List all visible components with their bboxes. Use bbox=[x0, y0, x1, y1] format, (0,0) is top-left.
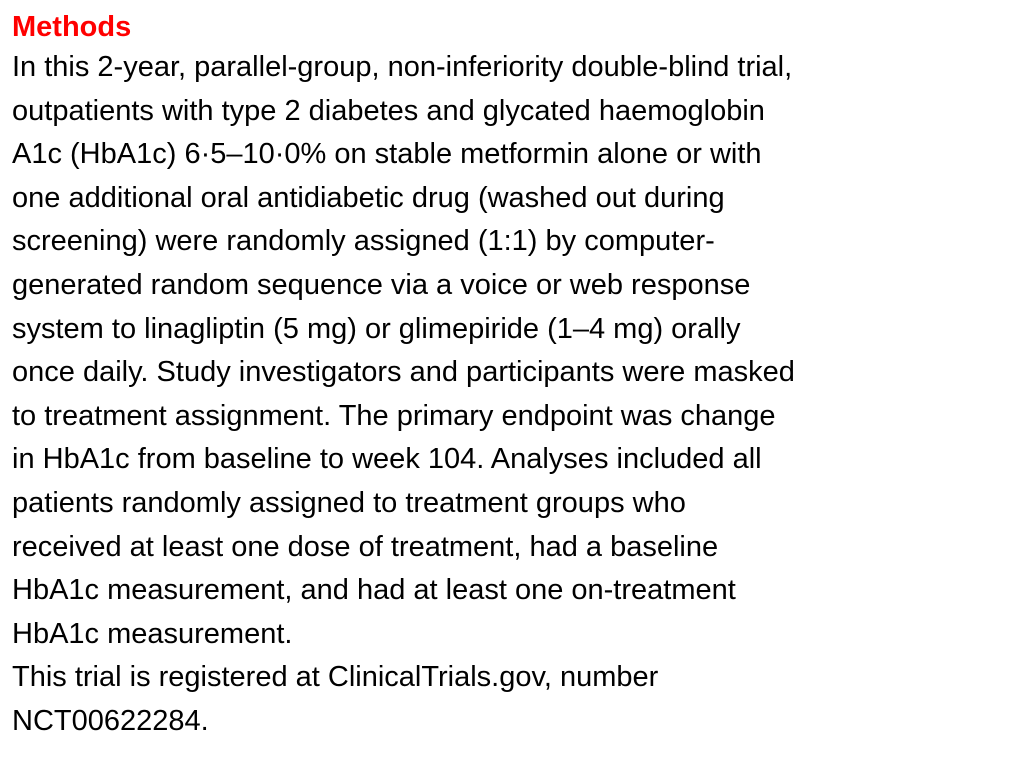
registration-line: NCT00622284. bbox=[12, 704, 209, 737]
paragraph-line: generated random sequence via a voice or… bbox=[12, 268, 751, 301]
registration-line: This trial is registered at ClinicalTria… bbox=[12, 661, 659, 694]
slide-content: Methods In this 2-year, parallel-group, … bbox=[12, 8, 1020, 744]
paragraph-line: HbA1c measurement. bbox=[12, 617, 293, 650]
methods-paragraph: In this 2-year, parallel-group, non-infe… bbox=[12, 46, 1020, 656]
paragraph-line: screening) were randomly assigned (1:1) … bbox=[12, 225, 715, 258]
paragraph-line: In this 2-year, parallel-group, non-infe… bbox=[12, 51, 793, 83]
paragraph-line: to treatment assignment. The primary end… bbox=[12, 399, 776, 432]
paragraph-line: outpatients with type 2 diabetes and gly… bbox=[12, 94, 765, 127]
paragraph-line: in HbA1c from baseline to week 104. Anal… bbox=[12, 443, 762, 476]
registration-paragraph: This trial is registered at ClinicalTria… bbox=[12, 656, 1020, 743]
paragraph-line: once daily. Study investigators and part… bbox=[12, 356, 795, 389]
paragraph-line: received at least one dose of treatment,… bbox=[12, 530, 719, 563]
paragraph-line: patients randomly assigned to treatment … bbox=[12, 486, 686, 519]
paragraph-line: one additional oral antidiabetic drug (w… bbox=[12, 181, 725, 214]
paragraph-line: system to linagliptin (5 mg) or glimepir… bbox=[12, 312, 741, 345]
paragraph-line: A1c (HbA1c) 6·5–10·0% on stable metformi… bbox=[12, 138, 762, 171]
section-heading: Methods bbox=[12, 11, 132, 43]
paragraph-line: HbA1c measurement, and had at least one … bbox=[12, 574, 736, 607]
